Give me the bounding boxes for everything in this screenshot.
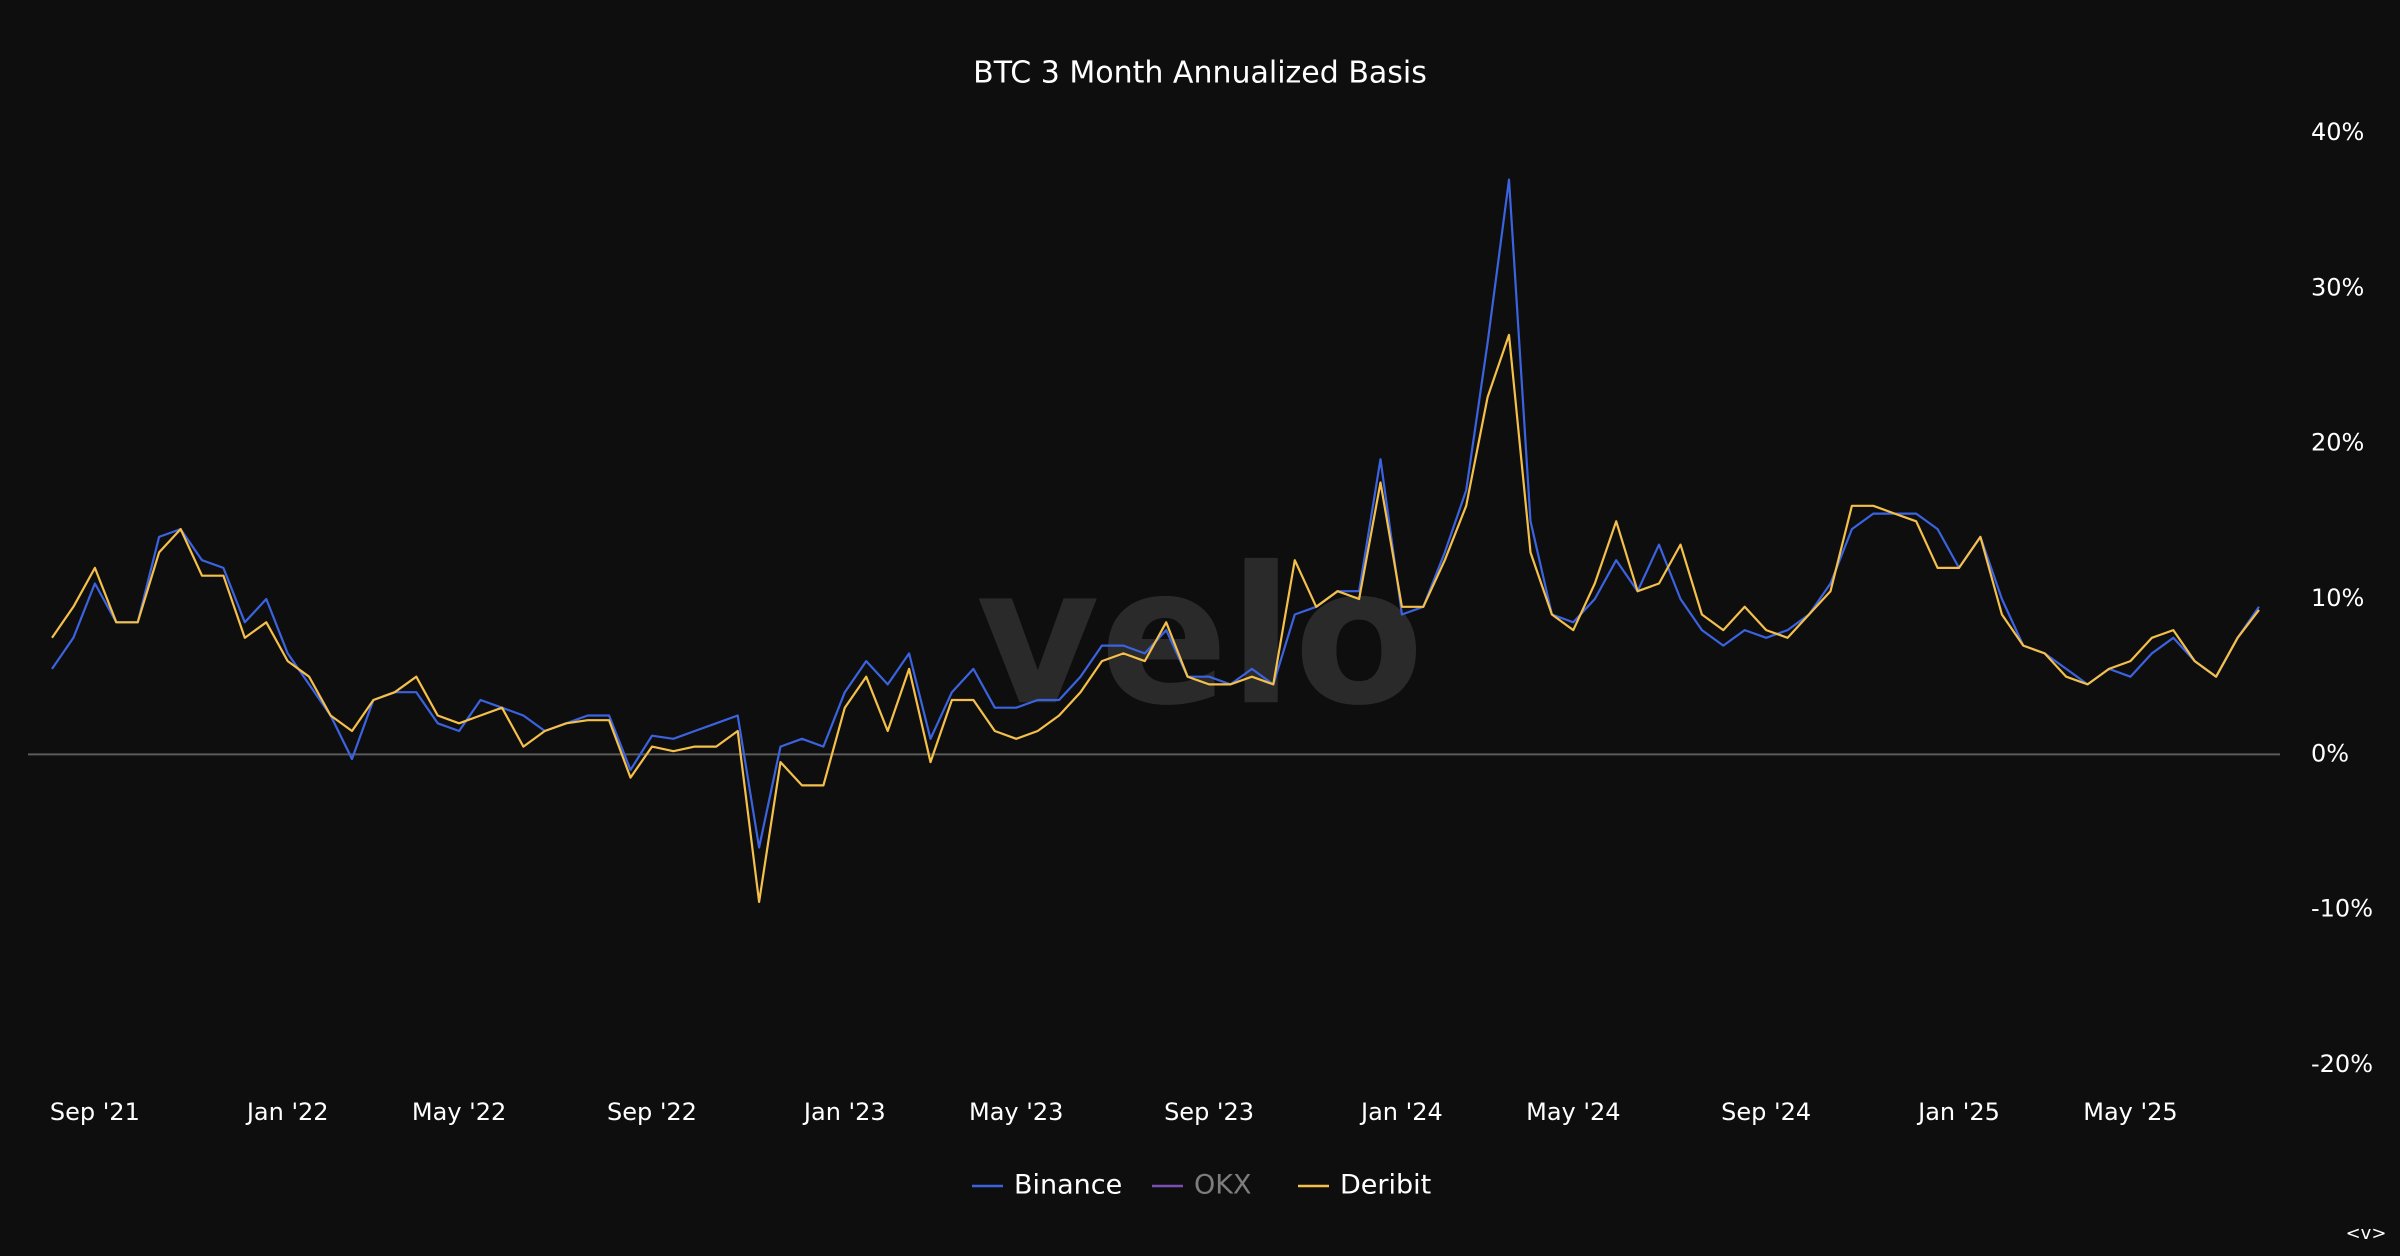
y-tick-label: -10% bbox=[2311, 895, 2373, 923]
y-tick-label: 40% bbox=[2311, 118, 2364, 146]
y-tick-label: 30% bbox=[2311, 273, 2364, 301]
x-tick-label: May '23 bbox=[969, 1098, 1063, 1126]
x-tick-label: May '24 bbox=[1526, 1098, 1620, 1126]
x-tick-label: May '22 bbox=[412, 1098, 506, 1126]
legend-item: OKX bbox=[1152, 1170, 1251, 1201]
x-tick-label: Sep '24 bbox=[1721, 1098, 1811, 1126]
x-tick-label: Sep '22 bbox=[607, 1098, 697, 1126]
y-tick-label: -20% bbox=[2311, 1050, 2373, 1078]
x-tick-label: Sep '23 bbox=[1164, 1098, 1254, 1126]
x-tick-label: May '25 bbox=[2083, 1098, 2177, 1126]
x-tick-label: Jan '25 bbox=[1916, 1098, 2000, 1126]
x-tick-label: Jan '23 bbox=[802, 1098, 886, 1126]
series-line bbox=[51, 333, 2260, 903]
legend-label: OKX bbox=[1194, 1170, 1251, 1201]
series-line bbox=[51, 178, 2260, 849]
y-tick-label: 10% bbox=[2311, 584, 2364, 612]
legend-item: Deribit bbox=[1298, 1170, 1431, 1201]
legend-label: Binance bbox=[1014, 1170, 1122, 1201]
watermark: velo bbox=[976, 526, 1424, 747]
x-tick-label: Jan '24 bbox=[1359, 1098, 1443, 1126]
legend-label: Deribit bbox=[1340, 1170, 1431, 1201]
x-tick-label: Jan '22 bbox=[245, 1098, 329, 1126]
chart-title: BTC 3 Month Annualized Basis bbox=[973, 56, 1427, 91]
y-tick-label: 0% bbox=[2311, 739, 2349, 767]
legend-item: Binance bbox=[972, 1170, 1122, 1201]
x-tick-label: Sep '21 bbox=[50, 1098, 140, 1126]
y-tick-label: 20% bbox=[2311, 429, 2364, 457]
corner-text: <v> bbox=[2346, 1223, 2387, 1244]
